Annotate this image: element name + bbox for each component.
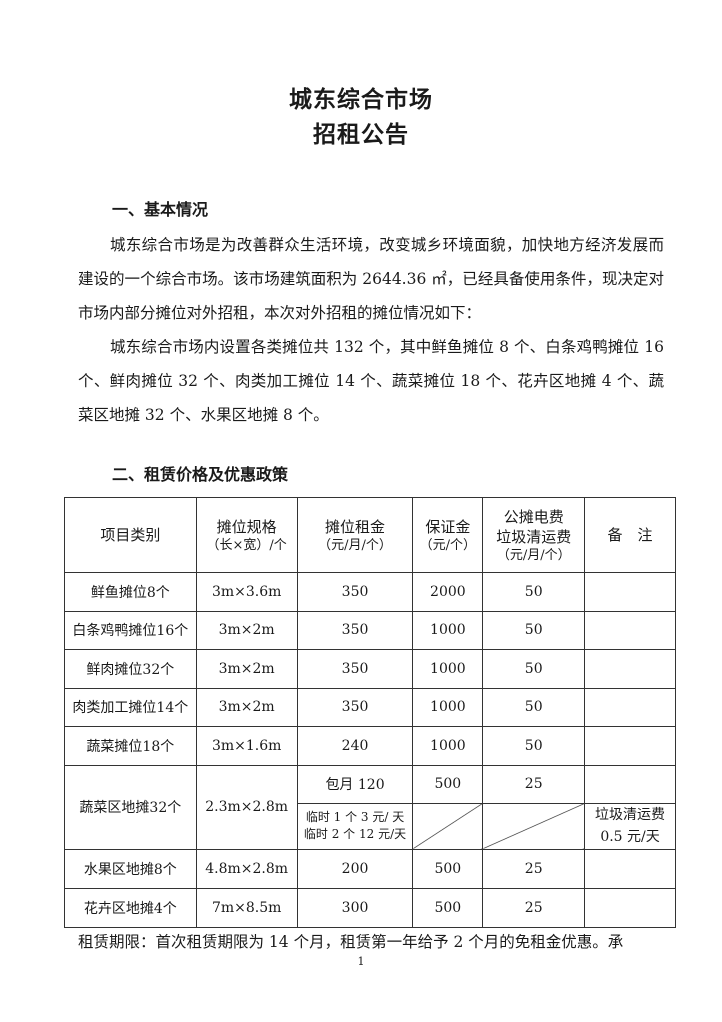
header-unit: （元/月/个）	[318, 537, 392, 553]
table-row-special-2: 临时 1 个 3 元/ 天临时 2 个 12 元/天 垃圾清运费 0.5 元/天	[65, 802, 676, 850]
cell: 350	[296, 572, 414, 612]
header-unit: （元/月/个）	[496, 547, 571, 563]
cell: 50	[482, 687, 586, 727]
cell: 300	[296, 887, 414, 928]
cell: 鲜鱼摊位8个	[64, 572, 197, 612]
header-unit: （元/个）	[419, 537, 477, 553]
cell-text: 垃圾清运费	[595, 807, 666, 823]
cell: 3m×1.6m	[195, 726, 298, 766]
cell-text: 临时 1 个 3 元/ 天	[305, 810, 405, 824]
header-text: 保证金	[425, 517, 471, 536]
cell: 500	[412, 887, 484, 928]
header-size: 摊位规格 （长×宽）/个	[195, 497, 298, 573]
cell-diagonal	[482, 802, 586, 850]
cell: 4.8m×2.8m	[195, 848, 298, 889]
header-text: 公摊电费	[503, 507, 564, 526]
cell-text: 0.5 元/天	[600, 829, 660, 845]
header-unit: （长×宽）/个	[206, 537, 287, 553]
cell-note: 垃圾清运费 0.5 元/天	[584, 802, 676, 850]
header-fees: 公摊电费 垃圾清运费 （元/月/个）	[482, 497, 586, 573]
cell: 3m×2m	[195, 610, 298, 650]
table-row: 鲜肉摊位32个 3m×2m 350 1000 50	[64, 649, 676, 689]
cell	[584, 572, 676, 612]
cell: 1000	[412, 687, 484, 727]
cell: 25	[482, 887, 586, 928]
cell: 1000	[412, 649, 484, 689]
header-text: 摊位规格	[216, 517, 277, 536]
cell	[584, 764, 676, 804]
footer-text: 租赁期限：首次租赁期限为 14 个月，租赁第一年给予 2 个月的免租金优惠。承	[78, 933, 624, 951]
cell-temp-rent: 临时 1 个 3 元/ 天临时 2 个 12 元/天	[296, 802, 414, 850]
title-line-1: 城东综合市场	[289, 86, 433, 113]
header-text: 垃圾清运费	[496, 527, 572, 546]
cell: 水果区地摊8个	[64, 848, 197, 889]
table-row: 花卉区地摊4个 7m×8.5m 300 500 25	[64, 887, 676, 928]
cell: 25	[482, 848, 586, 889]
table-header-row: 项目类别 摊位规格 （长×宽）/个 摊位租金 （元/月/个） 保证金 （元/个） 公摊…	[64, 497, 676, 573]
table-row: 白条鸡鸭摊位16个 3m×2m 350 1000 50	[64, 610, 676, 650]
header-deposit: 保证金 （元/个）	[412, 497, 484, 573]
cell: 1000	[412, 726, 484, 766]
cell: 50	[482, 726, 586, 766]
cell	[584, 848, 676, 889]
cell-diagonal	[412, 802, 484, 850]
table-row-special-1: 蔬菜区地摊32个 2.3m×2.8m 包月 120 500 25	[64, 764, 676, 850]
cell: 500	[412, 848, 484, 889]
table-row: 肉类加工摊位14个 3m×2m 350 1000 50	[64, 687, 676, 727]
cell: 7m×8.5m	[195, 887, 298, 928]
header-text: 项目类别	[100, 526, 161, 544]
cell-text: 临时 2 个 12 元/天	[303, 827, 407, 841]
cell: 鲜肉摊位32个	[64, 649, 197, 689]
cell: 50	[482, 572, 586, 612]
section-2-heading: 二、租赁价格及优惠政策	[112, 465, 289, 484]
cell: 蔬菜摊位18个	[64, 726, 197, 766]
cell: 350	[296, 687, 414, 727]
paragraph-1: 城东综合市场是为改善群众生活环境，改变城乡环境面貌，加快地方经济发展而建设的一个…	[78, 236, 664, 322]
cell: 3m×3.6m	[195, 572, 298, 612]
cell: 白条鸡鸭摊位16个	[64, 610, 197, 650]
cell: 2.3m×2.8m	[195, 764, 298, 850]
cell	[584, 726, 676, 766]
cell: 蔬菜区地摊32个	[64, 764, 197, 850]
cell	[584, 887, 676, 928]
cell: 包月 120	[296, 764, 414, 804]
section-1-heading: 一、基本情况	[112, 200, 209, 219]
cell: 25	[482, 764, 586, 804]
header-rent: 摊位租金 （元/月/个）	[296, 497, 414, 573]
cell: 350	[296, 610, 414, 650]
header-category: 项目类别	[64, 497, 197, 573]
header-text: 摊位租金	[325, 517, 386, 536]
cell: 50	[482, 649, 586, 689]
cell: 2000	[412, 572, 484, 612]
cell	[584, 610, 676, 650]
cell: 肉类加工摊位14个	[64, 687, 197, 727]
rental-table: 项目类别 摊位规格 （长×宽）/个 摊位租金 （元/月/个） 保证金 （元/个） 公摊…	[64, 497, 676, 928]
cell: 500	[412, 764, 484, 804]
cell: 3m×2m	[195, 649, 298, 689]
header-notes: 备 注	[584, 497, 676, 573]
table-row: 鲜鱼摊位8个 3m×3.6m 350 2000 50	[64, 572, 676, 612]
title-line-2: 招租公告	[313, 121, 409, 148]
table-row: 蔬菜摊位18个 3m×1.6m 240 1000 50	[64, 726, 676, 766]
page-number: 1	[357, 955, 365, 968]
cell: 200	[296, 848, 414, 889]
cell	[584, 687, 676, 727]
cell	[584, 649, 676, 689]
paragraph-2: 城东综合市场内设置各类摊位共 132 个，其中鲜鱼摊位 8 个、白条鸡鸭摊位 1…	[78, 338, 664, 424]
cell: 350	[296, 649, 414, 689]
cell: 3m×2m	[195, 687, 298, 727]
cell: 1000	[412, 610, 484, 650]
header-text: 备 注	[607, 526, 653, 544]
table-row: 水果区地摊8个 4.8m×2.8m 200 500 25	[64, 848, 676, 889]
cell: 50	[482, 610, 586, 650]
cell: 花卉区地摊4个	[64, 887, 197, 928]
cell: 240	[296, 726, 414, 766]
